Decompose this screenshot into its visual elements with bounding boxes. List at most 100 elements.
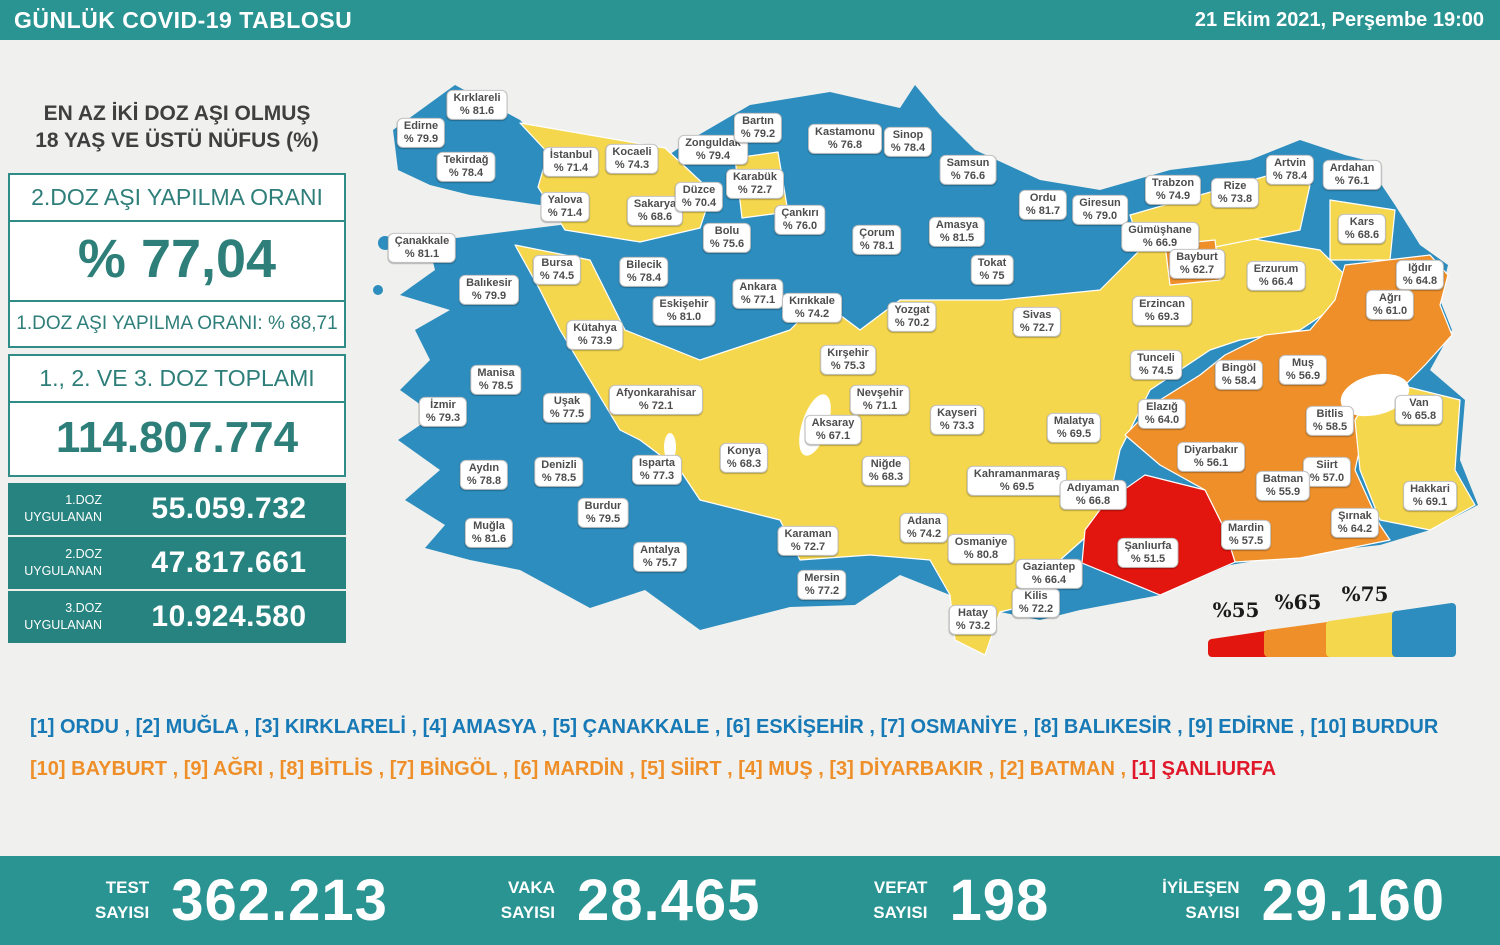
ranking-item: [9] EDİRNE [1188,716,1294,738]
ranking-item-rank: [5] [552,716,583,738]
dose-row-label-line1: 3.DOZ [65,600,102,615]
province-label: Yalova% 71.4 [540,191,590,223]
province-value: % 57.0 [1309,471,1345,484]
footer-stat-label-line2: SAYISI [95,902,150,922]
province-label: Burdur% 79.5 [577,497,629,529]
province-label: Hatay% 73.2 [948,604,998,636]
ranking-item-rank: [3] [254,716,285,738]
province-value: % 74.5 [1138,364,1174,377]
province-label: Giresun% 79.0 [1072,194,1128,226]
province-name: Çorum [859,226,895,239]
dose-row-value: 47.817.661 [151,545,307,579]
province-name: Bartın [742,114,774,127]
province-value: % 81.6 [459,104,495,117]
province-name: Ankara [739,280,777,293]
province-name: Düzce [682,183,716,196]
lake-van [1340,373,1410,417]
province-name: Erzurum [1253,262,1299,275]
province-value: % 77.5 [549,407,585,420]
province-name: Çanakkale [394,234,450,247]
province-value: % 75 [979,269,1005,282]
province-label: Gümüşhane% 66.9 [1121,221,1199,253]
province-value: % 64.2 [1337,522,1373,535]
dose2-label: 2.DOZ AŞI YAPILMA ORANI [31,183,323,210]
legend-label-55: %55 [1213,598,1260,622]
province-name: Hakkari [1410,482,1450,495]
province-value: % 68.3 [726,457,762,470]
province-value: % 78.4 [1272,169,1308,182]
province-label: Kütahya% 73.9 [566,319,624,351]
province-label: Isparta% 77.3 [631,454,683,486]
province-label: İstanbul% 71.4 [542,146,600,178]
panel-heading: EN AZ İKİ DOZ AŞI OLMUŞ 18 YAŞ VE ÜSTÜ N… [8,100,346,155]
ranking-item: [5] SİİRT [640,758,721,780]
ranking-item-rank: [8] [279,758,310,780]
province-value: % 80.8 [963,548,999,561]
ranking-item-name: BİNGÖL [419,758,498,780]
province-label: Kırklareli% 81.6 [446,89,508,121]
province-label: Çanakkale% 81.1 [387,232,457,264]
ranking-item-rank: [1] [1131,758,1162,780]
province-name: Adıyaman [1066,481,1120,494]
total-label: 1., 2. VE 3. DOZ TOPLAMI [39,364,315,391]
ranking-separator: , [1017,716,1034,738]
ranking-separator: , [709,716,726,738]
ranking-item: [10] BURDUR [1311,716,1439,738]
province-name: Şırnak [1338,509,1372,522]
ranking-item-rank: [9] [1188,716,1219,738]
ranking-item-name: ORDU [60,716,119,738]
footer-stat-value: 29.160 [1261,868,1445,933]
footer-stat-label-line2: SAYISI [1185,902,1240,922]
province-label: Manisa% 78.5 [470,364,522,396]
province-label: Bilecik% 78.4 [619,256,669,288]
province-label: Trabzon% 74.9 [1144,174,1202,206]
province-label: Kırşehir% 75.3 [820,344,876,376]
ranking-separator: , [497,758,514,780]
province-label: Osmaniye% 80.8 [947,533,1015,565]
ranking-item-name: SİİRT [670,758,722,780]
province-label: Aksaray% 67.1 [804,414,862,446]
province-label: Çankırı% 76.0 [774,204,826,236]
ranking-item-name: BAYBURT [71,758,168,780]
ranking-item-name: BİTLİS [309,758,374,780]
province-label: Şanlıurfa% 51.5 [1117,537,1179,569]
province-name: Batman [1262,472,1304,485]
province-value: % 78.4 [626,271,662,284]
ranking-item: [2] MUĞLA [136,716,239,738]
province-name: Adana [907,514,941,527]
province-name: Gaziantep [1022,560,1076,573]
map-legend: %55 %65 %75 [1208,582,1456,657]
province-name: Osmaniye [954,535,1008,548]
province-value: % 51.5 [1130,552,1166,565]
province-value: % 81.1 [404,247,440,260]
ranking-separator: , [263,758,280,780]
dose-row-label-line2: UYGULANAN [24,617,102,632]
dose-row-value: 10.924.580 [151,599,307,633]
province-value: % 79.3 [425,411,461,424]
ranking-separator: , [238,716,255,738]
province-value: % 74.9 [1155,189,1191,202]
turkey-map: %55 %65 %75 Edirne% 79.9 Kırklareli% 81.6… [370,75,1490,675]
province-name: Burdur [584,499,622,512]
province-value: % 68.6 [1344,228,1380,241]
province-label: Bursa% 74.5 [532,254,582,286]
total-value: 114.807.774 [10,400,344,475]
province-label: Balıkesir% 79.9 [459,274,519,306]
province-name: Kahramanmaraş [973,467,1061,480]
province-name: Rize [1223,179,1247,192]
ranking-item-name: BATMAN [1029,758,1115,780]
ranking-item-rank: [6] [513,758,544,780]
legend-label-75: %75 [1342,582,1389,606]
footer-stat-label: İYİLEŞEN SAYISI [1162,876,1239,925]
province-name: Siirt [1316,458,1338,471]
legend-segment-blue [1392,603,1456,657]
province-name: Sinop [892,128,924,141]
province-label: Elazığ% 64.0 [1137,398,1187,430]
ranking-separator: , [983,758,1000,780]
province-name: Kayseri [937,406,977,419]
province-name: Yozgat [894,303,930,316]
ranking-separator: , [405,716,423,738]
province-name: Tunceli [1137,351,1175,364]
province-name: Denizli [541,458,577,471]
footer-stat: İYİLEŞEN SAYISI 29.160 [1162,867,1445,934]
